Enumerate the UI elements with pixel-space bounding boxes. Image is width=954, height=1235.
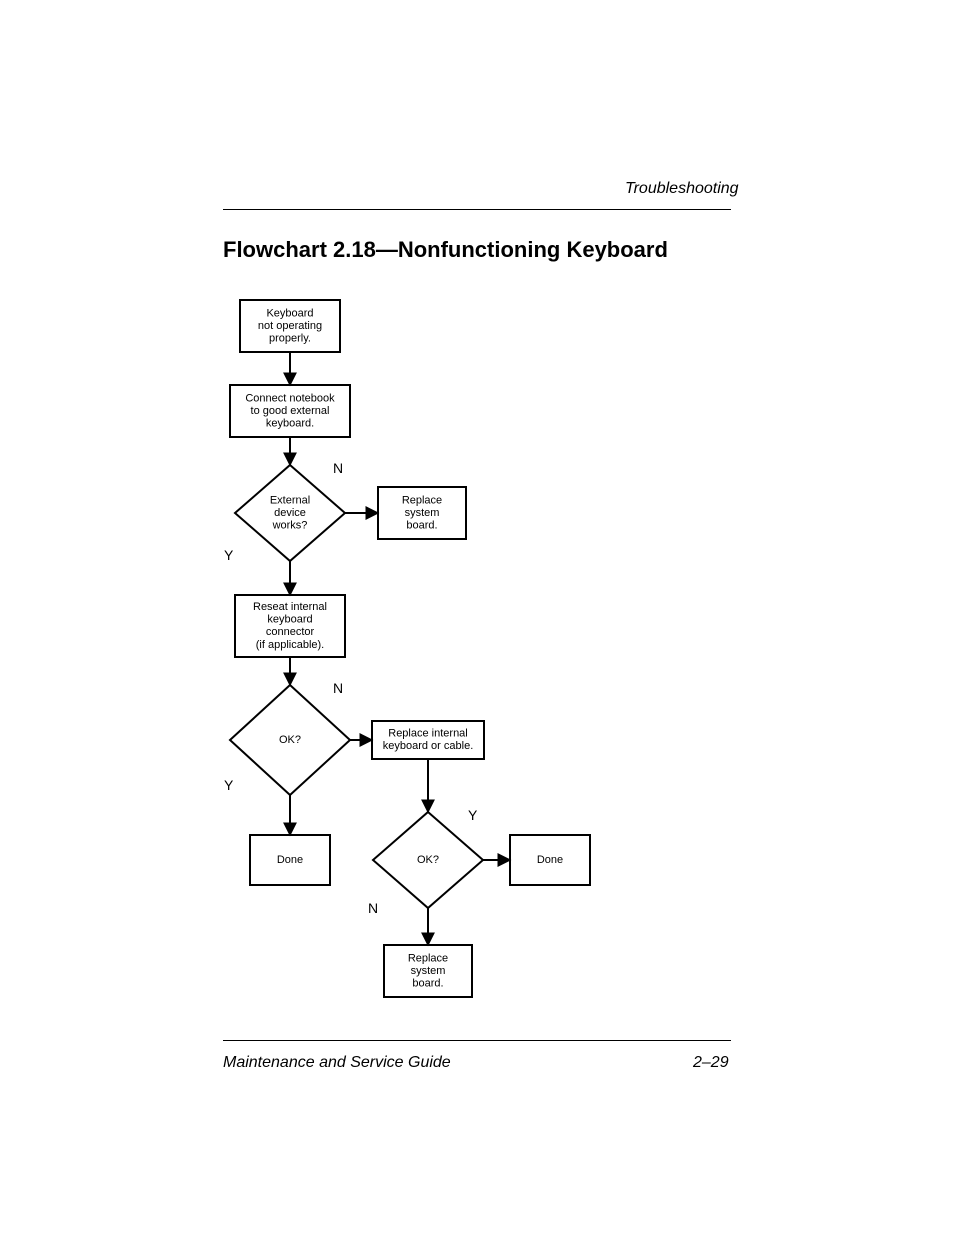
flow-edge-label-8: Y [468, 807, 478, 823]
svg-text:Done: Done [537, 854, 563, 866]
svg-text:Replacesystemboard.: Replacesystemboard. [402, 494, 442, 531]
svg-text:OK?: OK? [417, 854, 439, 866]
header-section-title: Troubleshooting [625, 180, 739, 198]
flow-node-n1: Keyboardnot operatingproperly. [240, 300, 340, 352]
svg-text:Replacesystemboard.: Replacesystemboard. [408, 952, 448, 989]
flowchart-title: Flowchart 2.18—Nonfunctioning Keyboard [223, 237, 668, 263]
svg-text:Done: Done [277, 854, 303, 866]
flow-edge-label-5: N [333, 680, 343, 696]
flow-edge-label-2: N [333, 460, 343, 476]
flow-node-n8: Done [250, 835, 330, 885]
flow-edge-label-3: Y [224, 547, 234, 563]
svg-text:Externaldeviceworks?: Externaldeviceworks? [270, 494, 310, 531]
flowchart-svg: Keyboardnot operatingproperly. Connect no… [220, 295, 740, 1025]
svg-text:Replace internalkeyboard or ca: Replace internalkeyboard or cable. [383, 728, 474, 753]
flow-edge-label-6: Y [224, 777, 234, 793]
bottom-rule [223, 1040, 731, 1041]
footer-page-number: 2–29 [693, 1054, 729, 1072]
flow-node-n7: Replace internalkeyboard or cable. [372, 721, 484, 759]
flow-node-n9: OK? [373, 812, 483, 908]
flow-node-n11: Replacesystemboard. [384, 945, 472, 997]
flow-node-n5: Reseat internalkeyboardconnector(if appl… [235, 595, 345, 657]
svg-text:OK?: OK? [279, 734, 301, 746]
flow-node-n6: OK? [230, 685, 350, 795]
flow-node-n10: Done [510, 835, 590, 885]
flow-node-n2: Connect notebookto good externalkeyboard… [230, 385, 350, 437]
top-rule [223, 209, 731, 210]
footer-guide-title: Maintenance and Service Guide [223, 1054, 451, 1072]
flow-edge-label-9: N [368, 900, 378, 916]
document-page: Troubleshooting Flowchart 2.18—Nonfuncti… [0, 0, 954, 1235]
flow-node-n4: Replacesystemboard. [378, 487, 466, 539]
flow-node-n3: Externaldeviceworks? [235, 465, 345, 561]
